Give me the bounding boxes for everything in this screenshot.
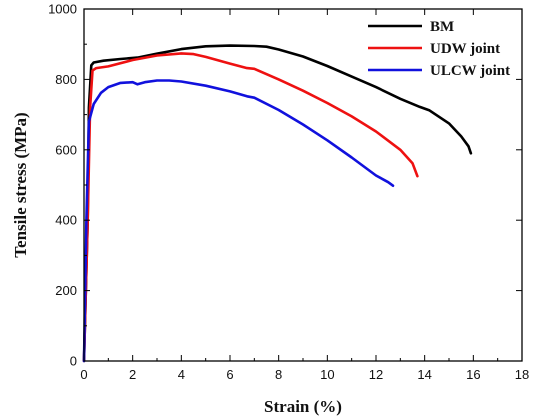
y-axis-title: Tensile stress (MPa)	[11, 112, 30, 257]
x-tick-label: 2	[129, 367, 136, 382]
x-tick-label: 10	[320, 367, 334, 382]
y-tick-label: 200	[55, 283, 77, 298]
x-tick-label: 8	[275, 367, 282, 382]
x-tick-label: 18	[515, 367, 529, 382]
series-line-3	[82, 79, 395, 363]
x-tick-label: 6	[226, 367, 233, 382]
legend-label: ULCW joint	[430, 63, 510, 79]
x-tick-label: 0	[80, 367, 87, 382]
legend: BM UDW joint ULCW joint	[368, 19, 510, 79]
plot-frame	[83, 8, 523, 362]
series-line-1	[82, 44, 473, 363]
series-line-2	[82, 52, 419, 363]
x-tick-label: 16	[466, 367, 480, 382]
y-tick-label: 800	[55, 72, 77, 87]
legend-label: UDW joint	[430, 41, 500, 57]
series-layer	[82, 44, 473, 363]
y-tick-label: 0	[70, 354, 77, 369]
y-tick-label: 1000	[48, 2, 77, 17]
x-axis-title: Strain (%)	[264, 397, 342, 416]
x-tick-label: 4	[178, 367, 185, 382]
x-tick-label: 14	[417, 367, 431, 382]
y-tick-label: 400	[55, 213, 77, 228]
legend-label: BM	[430, 19, 454, 35]
ticks-layer: 0 2 4 6 8 10 12 14 16 18 0 200 400 600 800 1000	[48, 2, 529, 383]
x-tick-label: 12	[369, 367, 383, 382]
y-tick-label: 600	[55, 142, 77, 157]
